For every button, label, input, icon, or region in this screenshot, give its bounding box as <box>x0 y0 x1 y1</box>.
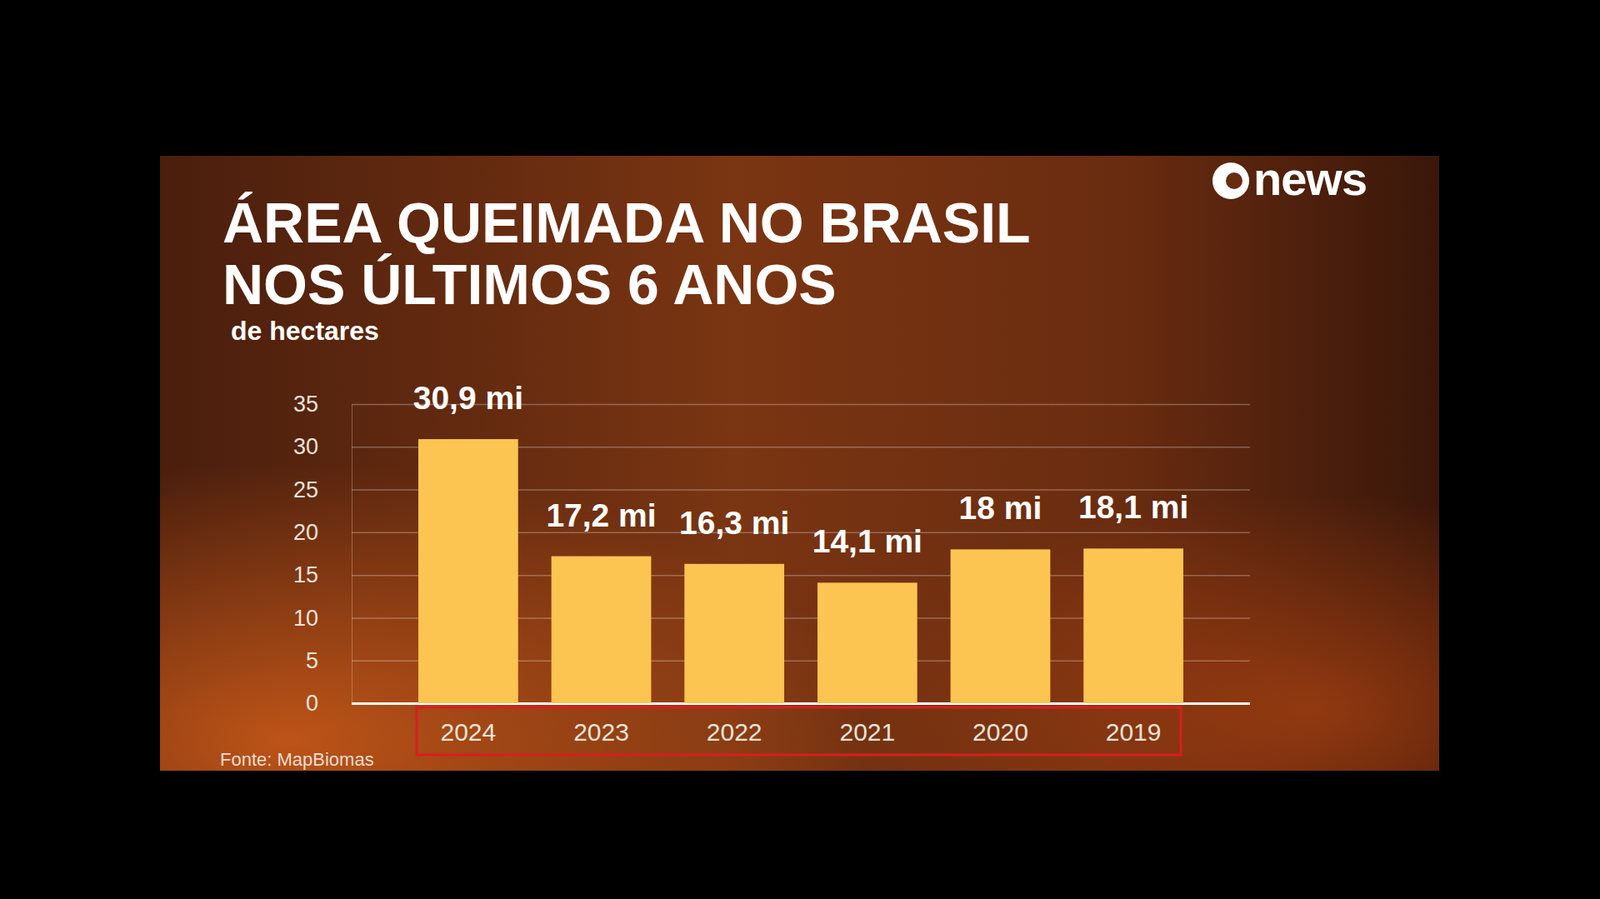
y-tick-label: 20 <box>293 520 319 545</box>
logo-icon <box>1212 162 1250 200</box>
bar <box>1083 548 1184 704</box>
logo: news <box>1253 152 1367 205</box>
y-tick-label: 30 <box>293 434 319 460</box>
subtitle: de hectares <box>230 315 380 346</box>
chart-svg: ÁREA QUEIMADA NO BRASILNOS ÚLTIMOS 6 ANO… <box>0 0 1600 899</box>
y-tick-label: 35 <box>293 391 319 417</box>
x-tick-label: 2022 <box>706 718 763 746</box>
logo-icon <box>1225 172 1243 190</box>
y-axis: 0 5 10 15 20 25 30 35 <box>293 391 1250 716</box>
bars <box>418 439 1184 704</box>
y-tick-label: 10 <box>293 605 319 631</box>
x-tick: 2022 <box>706 718 763 746</box>
x-tick: 2024 <box>440 718 496 746</box>
x-tick-label: 2019 <box>1105 718 1162 746</box>
bar <box>684 564 785 704</box>
title-line: NOS ÚLTIMOS 6 ANOS <box>222 252 837 316</box>
x-axis-line <box>419 702 1185 705</box>
y-tick-label: 0 <box>305 690 319 716</box>
x-tick: 2021 <box>839 718 895 746</box>
y-tick-label: 15 <box>293 562 319 588</box>
x-tick: 2019 <box>1105 718 1162 746</box>
title-line: ÁREA QUEIMADA NO BRASIL <box>222 190 1031 255</box>
data-label: 18,1 mi <box>1078 489 1189 525</box>
data-labels: 30,9 mi 17,2 mi 16,3 mi 14,1 mi 18 mi 18,1 mi <box>413 380 1190 560</box>
panel-background <box>160 155 1440 771</box>
bar <box>950 549 1051 704</box>
source: Fonte: MapBiomas <box>220 749 375 770</box>
bar <box>551 556 652 704</box>
title: ÁREA QUEIMADA NO BRASILNOS ÚLTIMOS 6 ANO… <box>222 190 1031 316</box>
panel-glow <box>160 155 1440 771</box>
x-tick: 2023 <box>573 718 630 746</box>
data-label: 16,3 mi <box>679 505 790 541</box>
highlight-box <box>416 707 1181 755</box>
data-label: 14,1 mi <box>812 523 923 560</box>
x-tick-label: 2024 <box>440 718 496 746</box>
x-axis: 2024 2023 2022 2021 2020 2019 <box>419 704 1185 747</box>
y-axis-line <box>351 405 353 705</box>
x-tick-label: 2021 <box>839 718 895 746</box>
x-tick-label: 2020 <box>972 718 1029 746</box>
y-tick-label: 5 <box>305 648 319 674</box>
x-tick-label: 2023 <box>573 718 630 746</box>
y-tick-label: 25 <box>293 477 319 503</box>
data-label: 17,2 mi <box>545 497 656 534</box>
x-tick: 2020 <box>972 718 1029 746</box>
data-label: 30,9 mi <box>413 380 524 416</box>
data-label: 18 mi <box>959 490 1043 526</box>
bar <box>817 582 918 704</box>
panel-glow <box>160 155 1440 771</box>
bar <box>418 439 519 704</box>
